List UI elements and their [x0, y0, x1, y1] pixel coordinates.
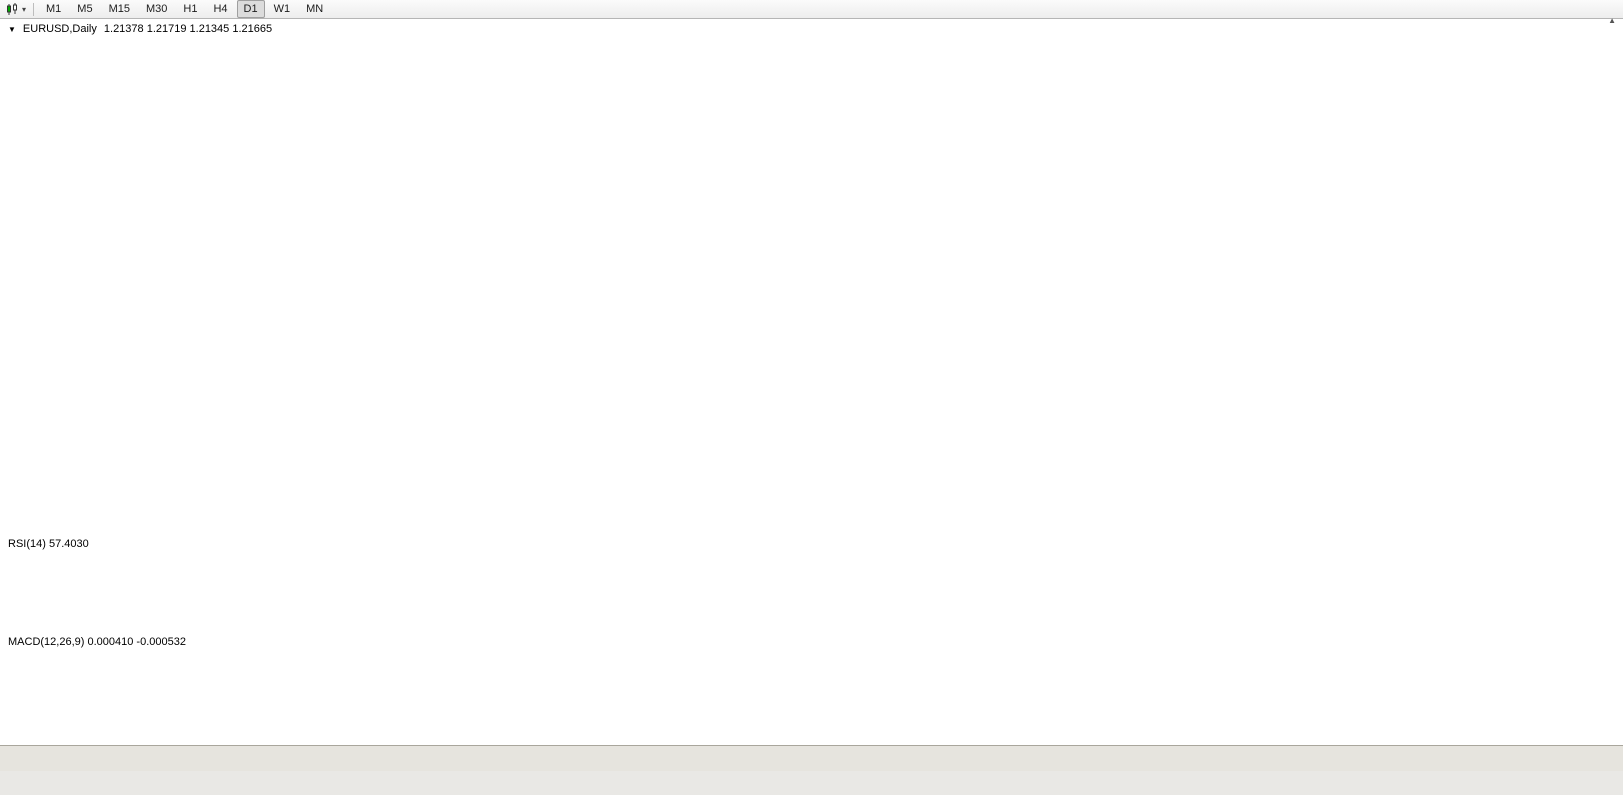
timeframe-button-d1[interactable]: D1 [236, 0, 265, 18]
dropdown-caret-icon[interactable]: ▾ [22, 4, 27, 14]
timeframe-button-m1[interactable]: M1 [46, 3, 62, 15]
ohlc-values: 1.21378 1.21719 1.21345 1.21665 [103, 23, 273, 35]
rsi-label: RSI(14) 57.4030 [8, 538, 89, 550]
timeframe-buttons: M1 M5 M15 M30 H1 H4 D1 W1 MN [38, 0, 331, 18]
macd-label: MACD(12,26,9) 0.000410 -0.000532 [8, 636, 186, 648]
scroll-up-icon[interactable]: ▲ [1608, 16, 1616, 25]
timeframe-toolbar: ▾ M1 M5 M15 M30 H1 H4 D1 W1 MN [0, 0, 1623, 19]
symbol-period-label: EURUSD,Daily [22, 23, 97, 35]
chart-title: ▼ EURUSD,Daily 1.21378 1.21719 1.21345 1… [8, 23, 272, 35]
timeframe-button-m5[interactable]: M5 [77, 3, 93, 15]
timeframe-button-w1[interactable]: W1 [273, 3, 291, 15]
timeframe-button-mn[interactable]: MN [306, 3, 324, 15]
symbol-dropdown-icon[interactable]: ▼ [8, 24, 16, 34]
bottom-filler [0, 771, 1623, 795]
timeframe-button-h4[interactable]: H4 [213, 3, 228, 15]
toolbar-separator [33, 2, 35, 16]
chart-canvas[interactable] [0, 19, 1623, 745]
chart-window[interactable]: ▼ EURUSD,Daily 1.21378 1.21719 1.21345 1… [0, 16, 1623, 745]
candlestick-glyph [7, 2, 17, 15]
chart-type-icon[interactable] [5, 2, 21, 16]
timeframe-button-m30[interactable]: M30 [145, 3, 168, 15]
chart-tabbar [0, 745, 1623, 771]
timeframe-button-h1[interactable]: H1 [183, 3, 198, 15]
timeframe-button-m15[interactable]: M15 [108, 3, 130, 15]
